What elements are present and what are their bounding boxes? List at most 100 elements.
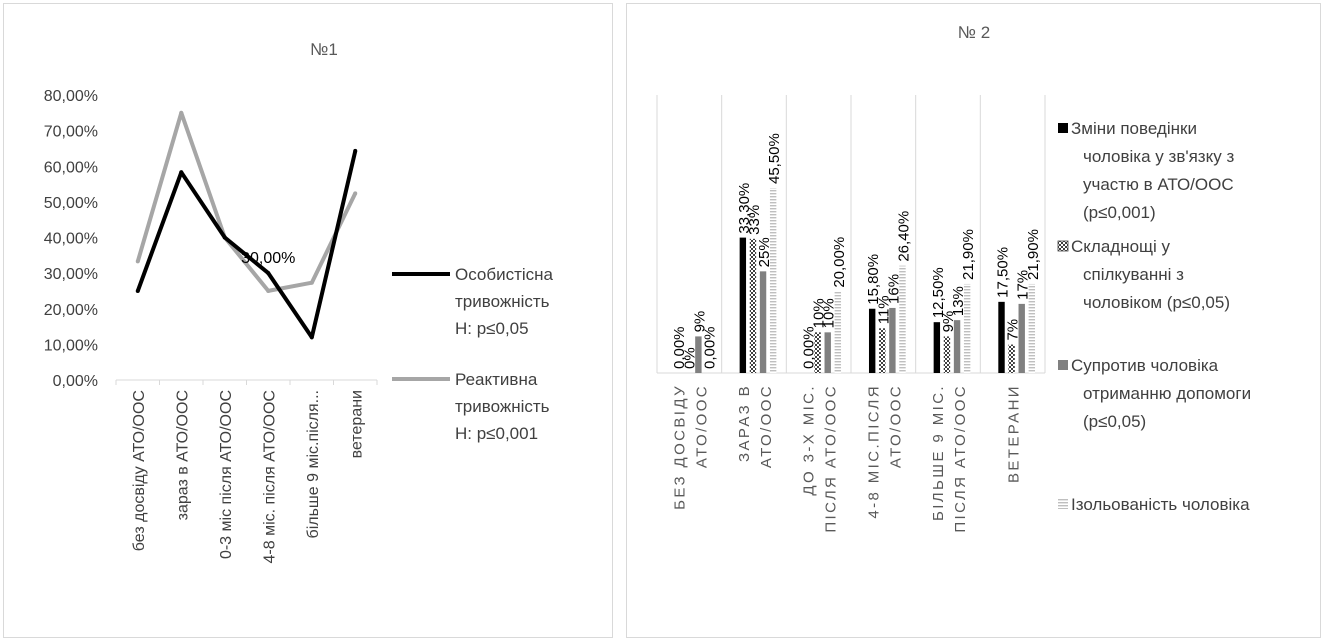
bar-series-3 xyxy=(759,271,767,373)
legend-label-2: чоловіком (р≤0,05) xyxy=(1083,293,1230,312)
legend-swatch-4 xyxy=(1058,499,1068,509)
bar-series-4 xyxy=(1028,283,1036,373)
legend-label-3: Супротив чоловіка xyxy=(1071,356,1219,375)
data-label: 17% xyxy=(1015,270,1032,300)
bar-chart-svg: № 20,00%0%9%0,00%БЕЗ ДОСВІДУ АТО/ООС33,30… xyxy=(656,23,1251,533)
bar-series-3 xyxy=(824,332,831,373)
legend-label-2: спілкуванні з xyxy=(1083,265,1184,284)
legend-label-1: Особистісна xyxy=(455,265,554,284)
data-label: 15,80% xyxy=(865,254,882,305)
bar-series-1 xyxy=(739,237,747,373)
data-label: 12,50% xyxy=(930,267,947,318)
data-label: 0,00% xyxy=(701,326,718,369)
data-label: 30,00% xyxy=(241,250,295,267)
x-category-label: більше 9 міс.після... xyxy=(305,390,322,538)
x-category-label: ДО 3-Х МІС. xyxy=(801,384,818,496)
x-category-label: БЕЗ ДОСВІДУ xyxy=(671,384,688,510)
legend-label-4: Ізольованість чоловіка xyxy=(1071,495,1250,514)
y-tick-label: 50,00% xyxy=(44,195,98,212)
data-label: 0,00% xyxy=(671,326,688,369)
y-tick-label: 30,00% xyxy=(44,266,98,283)
data-label: 9% xyxy=(691,311,708,333)
data-point-series-1 xyxy=(222,235,227,240)
data-point-series-2 xyxy=(266,288,271,293)
legend-label-2: Н: р≤0,001 xyxy=(455,424,538,443)
legend-label-1: участю в АТО/ООС xyxy=(1083,175,1234,194)
data-point-series-1 xyxy=(179,170,184,175)
x-category-label: 0-3 міс після АТО/ООС xyxy=(218,390,235,559)
series-line-1 xyxy=(135,150,358,340)
data-label: 21,90% xyxy=(1025,229,1042,280)
y-tick-label: 80,00% xyxy=(44,88,98,105)
legend-label-1: Зміни поведінки xyxy=(1071,119,1197,138)
bar-series-4 xyxy=(769,188,777,373)
data-point-series-2 xyxy=(309,280,314,285)
bar-series-1 xyxy=(998,301,1005,373)
bar-series-1 xyxy=(933,322,941,373)
legend-label-1: Н: р≤0,05 xyxy=(455,319,529,338)
series-line-2 xyxy=(135,110,358,293)
bar-series-3 xyxy=(1018,303,1025,373)
data-label: 17,50% xyxy=(995,247,1012,298)
chart-panel-2: № 2 0,00% 0% 9% 0,00% БЕЗ ДОСВІДУ АТО/ООС 33,30… xyxy=(626,3,1321,638)
chart-panel-1: №1 0,00% 10,00% 20,00% 30,00% 40,00% 50,00% 60,… xyxy=(3,3,613,638)
data-label: 26,40% xyxy=(895,211,912,262)
legend-label-1: (р≤0,001) xyxy=(1083,203,1156,222)
bar-series-3 xyxy=(953,320,961,373)
data-point-series-1 xyxy=(266,271,271,276)
x-category-label: БІЛЬШЕ 9 МІС. xyxy=(930,384,947,521)
legend-label-1: тривожність xyxy=(455,292,550,311)
y-tick-label: 60,00% xyxy=(44,159,98,176)
x-category-label: ветерани xyxy=(348,390,365,458)
bar-series-4 xyxy=(834,291,842,373)
y-tick-label: 0,00% xyxy=(53,373,98,390)
bar-series-2 xyxy=(1008,344,1015,373)
data-point-series-2 xyxy=(135,259,140,264)
y-tick-label: 10,00% xyxy=(44,337,98,354)
legend-swatch-2 xyxy=(1057,240,1069,252)
legend-label-3: отриманню допомоги xyxy=(1083,384,1251,403)
legend-label-2: тривожність xyxy=(455,397,550,416)
data-label: 45,50% xyxy=(766,133,783,184)
chart-title: №1 xyxy=(310,40,338,59)
x-category-label: ПІСЛЯ АТО/ООС xyxy=(952,384,969,533)
legend-label-2: Реактивна xyxy=(455,370,538,389)
data-label: 21,90% xyxy=(960,229,977,280)
legend-label-2: Складнощі у xyxy=(1071,237,1171,256)
x-category-label: ПІСЛЯ АТО/ООС xyxy=(823,384,840,533)
data-label: 33,30% xyxy=(736,183,753,234)
data-label: 0% xyxy=(681,347,698,369)
data-point-series-2 xyxy=(179,110,184,115)
y-tick-label: 20,00% xyxy=(44,302,98,319)
data-label: 33% xyxy=(746,205,763,235)
data-label: 10% xyxy=(821,298,838,328)
x-category-label: АТО/ООС xyxy=(693,384,710,468)
data-label: 11% xyxy=(875,295,892,324)
data-label: 7% xyxy=(1005,319,1022,341)
x-category-label: 4-8 МІС.ПІСЛЯ xyxy=(865,384,882,519)
legend-label-3: (р≤0,05) xyxy=(1083,412,1146,431)
data-label: 25% xyxy=(756,237,773,267)
bar-series-3 xyxy=(695,336,702,373)
x-category-label: 4-8 міс. після АТО/ООС xyxy=(261,390,278,564)
legend-swatch-1 xyxy=(1058,123,1068,133)
x-category-label: АТО/ООС xyxy=(758,384,775,468)
bar-series-4 xyxy=(899,265,906,373)
data-point-series-1 xyxy=(135,288,140,293)
x-category-label: АТО/ООС xyxy=(887,384,904,468)
data-label: 16% xyxy=(885,274,902,304)
legend-swatch-3 xyxy=(1058,360,1068,370)
legend-label-1: чоловіка у зв'язку з xyxy=(1083,147,1234,166)
x-category-label: ЗАРАЗ В xyxy=(736,384,753,462)
bar-series-3 xyxy=(889,307,896,373)
chart-title: № 2 xyxy=(958,23,990,42)
bar-series-2 xyxy=(943,336,951,373)
data-label: 9% xyxy=(940,311,957,333)
data-label: 10% xyxy=(811,298,828,328)
x-category-label: зараз в АТО/ООС xyxy=(174,390,191,520)
data-point-series-2 xyxy=(353,191,358,196)
x-category-label: ВЕТЕРАНИ xyxy=(1006,384,1023,483)
bar-series-2 xyxy=(749,238,757,373)
data-label: 20,00% xyxy=(831,237,848,288)
x-category-label: без досвіду АТО/ООС xyxy=(131,390,148,551)
